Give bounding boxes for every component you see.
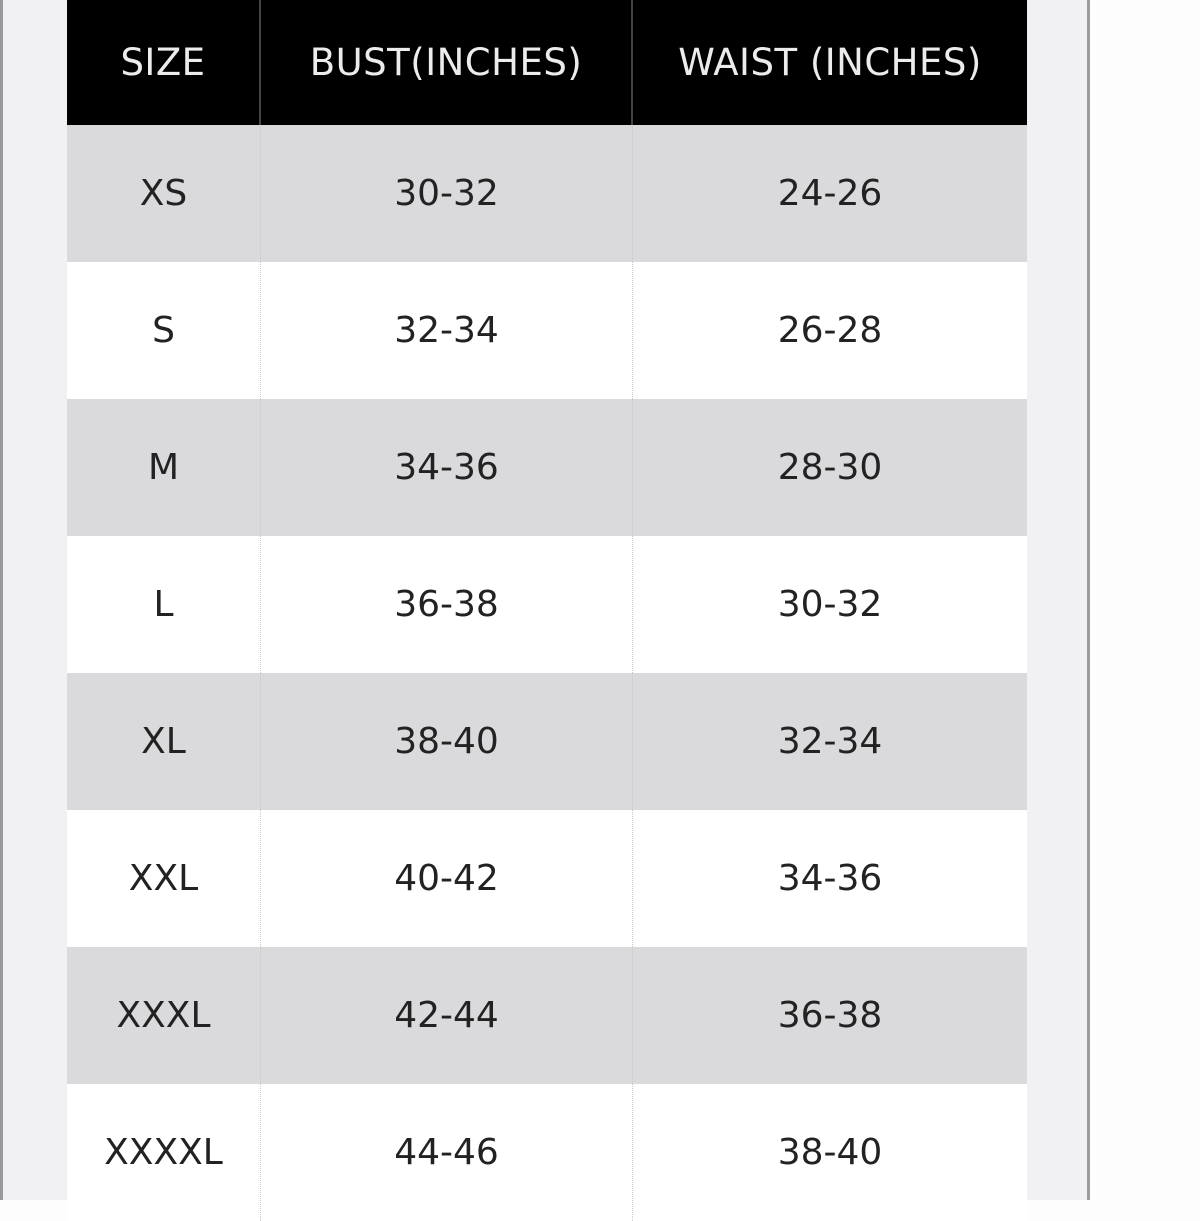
cell-waist: 34-36 <box>777 858 883 899</box>
cell-bust: 36-38 <box>261 536 633 673</box>
cell-size: XS <box>67 125 261 262</box>
cell-size: XL <box>67 673 261 810</box>
cell-waist: 24-26 <box>777 173 883 214</box>
cell-waist: 32-34 <box>777 721 883 762</box>
cell-waist: 26-28 <box>777 310 883 351</box>
cell-size: L <box>67 536 261 673</box>
cell-waist: 36-38 <box>777 995 883 1036</box>
cell-size: S <box>67 262 261 399</box>
cell-bust: 32-34 <box>261 262 633 399</box>
cell-waist: 30-32 <box>777 584 883 625</box>
table-row: XXXXL 44-46 38-40 <box>67 1084 1027 1221</box>
cell-size: XXXXL <box>67 1084 261 1221</box>
table-header-row: SIZE BUST(INCHES) WAIST (INCHES) <box>67 0 1027 125</box>
cell-bust: 30-32 <box>261 125 633 262</box>
cell-bust: 34-36 <box>261 399 633 536</box>
header-size: SIZE <box>67 0 261 125</box>
cell-bust: 40-42 <box>261 810 633 947</box>
cell-bust: 44-46 <box>261 1084 633 1221</box>
cell-waist: 28-30 <box>777 447 883 488</box>
header-bust: BUST(INCHES) <box>261 0 633 125</box>
cell-waist: 38-40 <box>777 1132 883 1173</box>
cell-size: XXXL <box>67 947 261 1084</box>
table-row: XL 38-40 32-34 <box>67 673 1027 810</box>
table-row: XXL 40-42 34-36 <box>67 810 1027 947</box>
cell-size: M <box>67 399 261 536</box>
cell-bust: 38-40 <box>261 673 633 810</box>
cell-bust: 42-44 <box>261 947 633 1084</box>
table-row: XXXL 42-44 36-38 <box>67 947 1027 1084</box>
size-chart-table: SIZE BUST(INCHES) WAIST (INCHES) XS 30-32… <box>67 0 1027 1221</box>
cell-size: XXL <box>67 810 261 947</box>
table-row: M 34-36 28-30 <box>67 399 1027 536</box>
table-row: L 36-38 30-32 <box>67 536 1027 673</box>
table-row: XS 30-32 24-26 <box>67 125 1027 262</box>
table-row: S 32-34 26-28 <box>67 262 1027 399</box>
page-edge-divider <box>1087 0 1090 1200</box>
header-waist: WAIST (INCHES) <box>678 41 982 84</box>
